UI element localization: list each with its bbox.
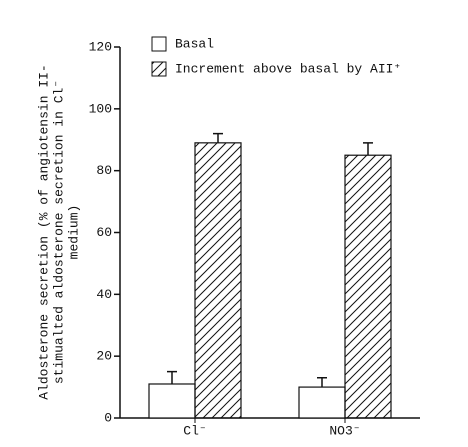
legend-swatch — [151, 36, 167, 52]
error-bar — [363, 142, 373, 156]
y-axis-label: Aldosterone secretion (% of angiotensin … — [36, 64, 51, 399]
y-tick-label: 0 — [104, 410, 112, 425]
error-bar — [213, 132, 223, 143]
bar — [298, 386, 346, 419]
y-tick-label: 100 — [89, 101, 112, 116]
error-bar — [317, 377, 327, 388]
y-tick-label: 40 — [96, 287, 112, 302]
x-tick-label: Cl⁻ — [183, 423, 206, 438]
legend-label: Basal — [175, 36, 214, 51]
bar — [344, 154, 392, 419]
legend-label: Increment above basal by AII⁺ — [175, 61, 401, 76]
bar — [148, 383, 196, 419]
x-tick-label: NO3⁻ — [329, 423, 360, 438]
y-axis-label: medium) — [66, 205, 81, 260]
error-bar — [167, 370, 177, 384]
y-tick-label: 20 — [96, 349, 112, 364]
y-tick-label: 80 — [96, 163, 112, 178]
y-tick-label: 60 — [96, 225, 112, 240]
bar — [194, 142, 242, 419]
y-axis-label: stimualted aldosterone secretion in Cl⁻ — [51, 80, 66, 384]
legend-swatch — [151, 61, 167, 77]
y-tick-label: 120 — [89, 39, 112, 54]
